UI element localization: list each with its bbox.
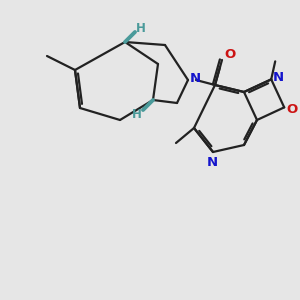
Text: O: O bbox=[224, 47, 236, 61]
Text: O: O bbox=[286, 103, 298, 116]
Text: N: N bbox=[273, 71, 284, 84]
Text: N: N bbox=[206, 155, 218, 169]
Text: N: N bbox=[189, 73, 201, 85]
Text: H: H bbox=[136, 22, 146, 34]
Text: H: H bbox=[132, 107, 142, 121]
